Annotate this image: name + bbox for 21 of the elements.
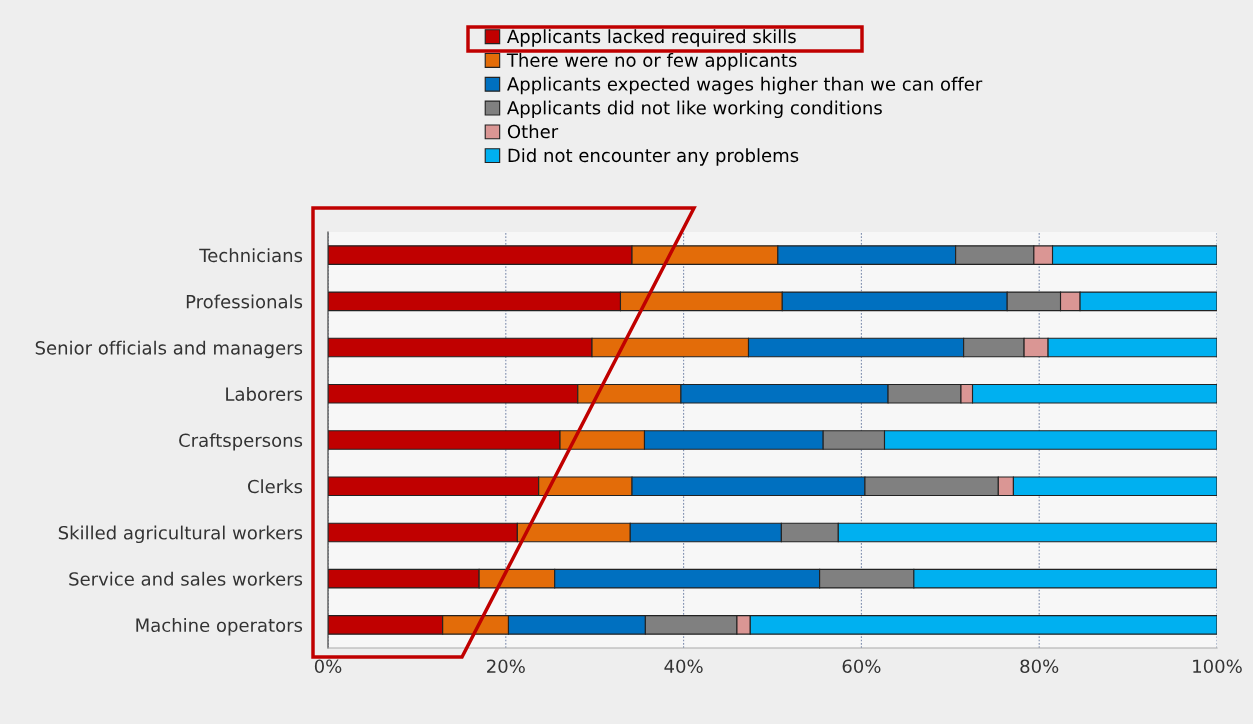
y-tick-label: Clerks (248, 479, 303, 494)
y-tick-label: Skilled agricultural workers (58, 525, 303, 544)
legend-label: Did not encounter any problems (508, 148, 799, 166)
legend-label: Other (507, 124, 559, 139)
y-tick-label: Craftspersons (179, 433, 303, 451)
legend-label: Applicants lacked required skills (507, 29, 796, 47)
y-tick-label: Senior officials and managers (35, 340, 303, 359)
x-tick-label: 0% (314, 659, 342, 674)
legend-label: There were no or few applicants (506, 53, 797, 71)
legend-label: Applicants did not like working conditions (507, 100, 882, 119)
x-tick-label: 100% (1193, 659, 1242, 674)
y-tick-label: Machine operators (136, 618, 303, 636)
y-tick-label: Professionals (186, 294, 303, 309)
x-tick-label: 40% (664, 659, 703, 674)
x-tick-label: 80% (1020, 659, 1059, 674)
x-tick-label: 20% (487, 659, 525, 674)
y-tick-label: Technicians (199, 248, 303, 263)
y-tick-label: Laborers (226, 386, 303, 401)
y-tick-label: Service and sales workers (69, 571, 303, 586)
legend-label: Applicants expected wages higher than we can offer (507, 76, 983, 95)
x-tick-label: 60% (842, 659, 881, 674)
